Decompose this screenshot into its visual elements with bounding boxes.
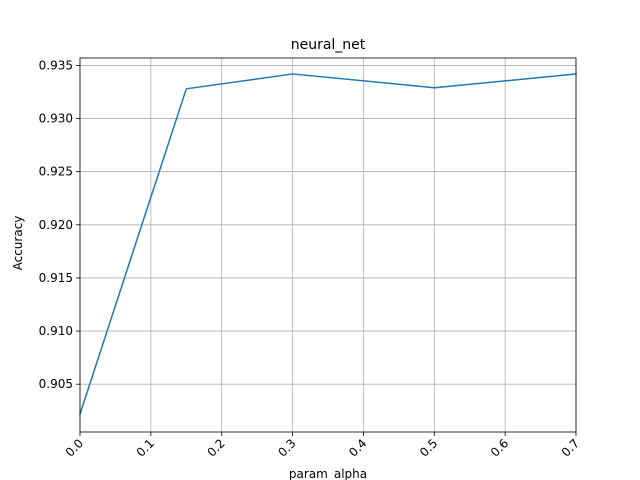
y-tick-label: 0.925 [39,165,73,179]
y-tick-label: 0.935 [39,58,73,72]
y-tick-label: 0.905 [39,377,73,391]
x-tick-label: 0.4 [346,436,369,459]
series-layer [79,73,577,415]
x-tick-label: 0.3 [275,436,298,459]
x-axis: 0.0 0.1 0.2 0.3 0.4 0.5 0.6 0.7 [63,432,582,460]
plot-frame [79,57,577,433]
y-tick-label: 0.915 [39,271,73,285]
x-tick-label: 0.0 [63,436,86,459]
chart-title: neural_net [291,37,366,53]
y-tick-label: 0.930 [39,112,73,126]
x-tick-label: 0.5 [417,436,440,459]
y-axis-title: Accuracy [11,216,25,271]
series-line [79,73,577,415]
x-tick-label: 0.7 [559,436,582,459]
x-tick-label: 0.6 [488,436,511,459]
y-axis: 0.905 0.910 0.915 0.920 0.925 0.930 0.935 [39,58,80,391]
y-tick-label: 0.920 [39,218,73,232]
x-axis-title: param_alpha [289,467,367,480]
grid [79,58,577,432]
x-tick-label: 0.1 [134,436,157,459]
x-tick-label: 0.2 [204,436,227,459]
y-tick-label: 0.910 [39,324,73,338]
